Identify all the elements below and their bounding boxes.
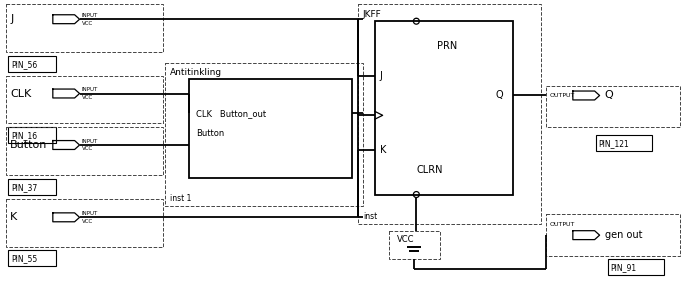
Bar — [8, 127, 56, 143]
Text: inst 1: inst 1 — [170, 194, 191, 203]
Bar — [6, 76, 163, 123]
Text: J: J — [380, 71, 383, 81]
Text: inst: inst — [363, 212, 377, 221]
Text: J: J — [10, 14, 13, 24]
Bar — [388, 231, 440, 259]
Bar — [374, 21, 514, 195]
Text: Button: Button — [196, 129, 225, 138]
Text: Q: Q — [496, 91, 503, 100]
Text: CLK   Button_out: CLK Button_out — [196, 109, 267, 118]
Text: VCC: VCC — [81, 219, 93, 224]
Bar — [6, 127, 163, 175]
Bar — [546, 86, 680, 127]
Text: JKFF: JKFF — [363, 10, 381, 19]
Text: INPUT: INPUT — [81, 211, 98, 216]
Text: INPUT: INPUT — [81, 139, 98, 144]
Bar — [8, 250, 56, 266]
Bar — [546, 214, 680, 256]
Bar — [165, 63, 363, 207]
Text: CLRN: CLRN — [416, 165, 443, 175]
Bar — [8, 179, 56, 195]
Text: PIN_16: PIN_16 — [11, 132, 38, 141]
Text: OUTPUT: OUTPUT — [550, 93, 576, 98]
Text: CLK: CLK — [10, 88, 31, 98]
Text: VCC: VCC — [81, 95, 93, 100]
Text: VCC: VCC — [81, 146, 93, 151]
Bar — [6, 200, 163, 247]
Text: VCC: VCC — [81, 21, 93, 26]
Text: Antitinkling: Antitinkling — [170, 68, 222, 77]
Text: INPUT: INPUT — [81, 13, 98, 18]
Text: gen out: gen out — [605, 230, 642, 240]
Text: PIN_91: PIN_91 — [610, 263, 637, 272]
Text: K: K — [380, 145, 386, 155]
Bar — [8, 56, 56, 72]
Text: Button: Button — [10, 140, 47, 150]
Bar — [6, 4, 163, 52]
Text: Q: Q — [605, 91, 613, 100]
Text: PIN_121: PIN_121 — [599, 139, 629, 149]
Text: PIN_56: PIN_56 — [11, 60, 38, 69]
Text: INPUT: INPUT — [81, 87, 98, 92]
Text: PIN_37: PIN_37 — [11, 183, 38, 192]
Text: OUTPUT: OUTPUT — [550, 222, 576, 227]
Text: PRN: PRN — [437, 41, 457, 51]
Text: VCC: VCC — [397, 235, 414, 243]
Bar — [358, 4, 541, 224]
Text: K: K — [10, 212, 17, 222]
Bar — [189, 79, 352, 178]
Bar — [608, 259, 664, 275]
Bar — [596, 135, 652, 151]
Text: PIN_55: PIN_55 — [11, 254, 38, 263]
